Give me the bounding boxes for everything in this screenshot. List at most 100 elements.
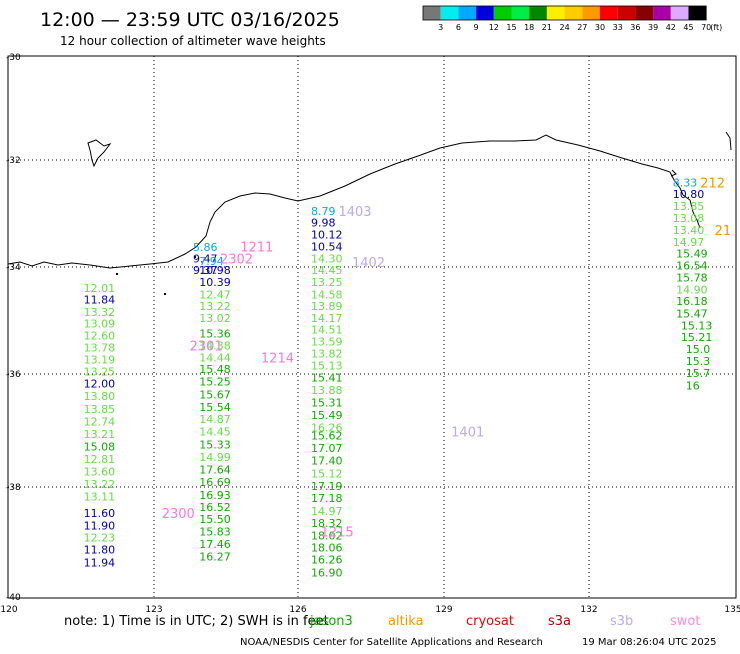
lon-label: 132 — [580, 605, 597, 615]
legend-swatch — [493, 6, 512, 20]
lat-label: -32 — [6, 156, 21, 166]
lon-label: 126 — [289, 605, 306, 615]
wave-height-label: 10.80 — [673, 188, 705, 201]
wave-height-label: 13.08 — [673, 212, 705, 225]
wave-height-label: 15.21 — [681, 331, 713, 344]
wave-height-label: 15.41 — [311, 371, 343, 384]
legend-swatch — [582, 6, 600, 20]
wave-height-label: 13.09 — [84, 318, 116, 331]
wave-height-label: 16.18 — [676, 295, 708, 308]
wave-height-label: 15.13 — [311, 359, 343, 372]
wave-height-label: 16.54 — [676, 259, 708, 272]
legend-label: 36 — [630, 23, 640, 32]
wave-height-label: 14.45 — [199, 426, 231, 439]
wave-height-label: 16.93 — [199, 489, 231, 502]
legend-label: (ft) — [710, 23, 722, 32]
wave-height-label: 9.98 — [311, 217, 336, 230]
legend-label: 3 — [438, 23, 443, 32]
wave-height-label: 8.79 — [311, 205, 336, 218]
wave-height-label: 13.82 — [311, 348, 343, 361]
wave-height-label: 9.47 — [193, 252, 218, 265]
wave-height-label: 12.00 — [84, 378, 116, 391]
wave-height-label: 15.12 — [311, 467, 343, 480]
pass-time-label: 1403 — [338, 205, 371, 220]
wave-height-label: 13.22 — [84, 478, 116, 491]
wave-height-label: 18.06 — [311, 541, 343, 554]
wave-height-label: 12.74 — [84, 415, 116, 428]
wave-height-label: 12.60 — [84, 329, 116, 342]
wave-height-label: 15.7 — [686, 367, 711, 380]
wave-height-label: 12.81 — [84, 453, 116, 466]
wave-height-label: 15.3 — [686, 355, 711, 368]
coastline — [7, 131, 732, 269]
lon-label: 123 — [145, 605, 162, 615]
wave-height-label: 13.59 — [311, 335, 343, 348]
wave-height-label: 14.51 — [311, 324, 343, 337]
wave-height-label: 15.33 — [199, 439, 231, 452]
wave-height-label: 14.99 — [199, 451, 231, 464]
mission-label: jason3 — [309, 614, 353, 629]
legend-swatch — [476, 6, 494, 20]
wave-height-label: 13.40 — [673, 224, 705, 237]
legend-label: 45 — [683, 23, 693, 32]
wave-height-label: 13.85 — [673, 200, 705, 213]
legend-swatch — [423, 6, 441, 20]
wave-height-label: 17.46 — [199, 538, 231, 551]
wave-height-label: 12.23 — [84, 532, 116, 545]
legend-label: 18 — [524, 23, 534, 32]
wave-height-label: 13.85 — [84, 403, 116, 416]
legend-label: 9 — [474, 23, 479, 32]
pass-time-label: 21 — [715, 224, 732, 239]
legend-swatch — [564, 6, 583, 20]
pass-time-label: 1214 — [261, 351, 294, 366]
wave-height-label: 15.31 — [311, 396, 343, 409]
wave-height-label: 18.02 — [311, 529, 343, 542]
wave-height-label: 14.30 — [311, 252, 343, 265]
legend-swatch — [458, 6, 477, 20]
wave-height-label: 14.44 — [199, 351, 231, 364]
wave-height-label: 15.49 — [676, 248, 708, 261]
map-subtitle: 12 hour collection of altimeter wave hei… — [60, 34, 326, 48]
wave-height-label: 15.50 — [199, 513, 231, 526]
wave-height-label: 10.54 — [311, 241, 343, 254]
lat-label: -40 — [6, 593, 21, 603]
wave-height-label: 17.18 — [311, 492, 343, 505]
legend-label: 70 — [701, 23, 711, 32]
legend-swatch — [653, 6, 671, 20]
legend-label: 42 — [666, 23, 676, 32]
map-gridlines — [8, 56, 736, 598]
wave-height-label: 13.80 — [84, 390, 116, 403]
wave-height-label: 10.98 — [199, 264, 231, 277]
wave-height-label: 13.32 — [84, 306, 116, 319]
wave-height-label: 15.54 — [199, 401, 231, 414]
pass-time-label: 1402 — [352, 256, 385, 271]
legend-label: 24 — [560, 23, 570, 32]
wave-height-label: 11.84 — [84, 294, 116, 307]
lat-label: -36 — [6, 370, 21, 380]
wave-height-label: 15.08 — [84, 440, 116, 453]
wave-height-label: 16.27 — [199, 550, 231, 563]
legend-swatch — [635, 6, 654, 20]
wave-height-label: 13.25 — [84, 365, 116, 378]
pass-time-label: 1211 — [240, 241, 273, 256]
color-legend: 3 6 9 12 15 18 21 24 27 30 33 36 39 42 45 70(ft) — [422, 5, 722, 32]
legend-label: 6 — [456, 23, 461, 32]
longitude-labels: 120 123 126 129 132 135 — [0, 605, 740, 615]
wave-height-label: 16.69 — [199, 476, 231, 489]
pass-time-label: 1401 — [451, 426, 484, 441]
island-markers — [116, 256, 196, 295]
map-frame — [7, 55, 737, 599]
wave-height-label: 14.90 — [676, 283, 708, 296]
lat-label: -30 — [6, 53, 21, 63]
mission-label: cryosat — [466, 614, 514, 629]
wave-height-label: 14.58 — [311, 288, 343, 301]
wave-height-label: 13.21 — [84, 428, 116, 441]
pass-time-label: 2300 — [162, 507, 195, 522]
legend-swatch — [546, 6, 565, 20]
wave-height-label: 16.90 — [311, 566, 343, 579]
wave-height-label: 14.97 — [673, 236, 705, 249]
wave-height-label: 10.12 — [311, 228, 343, 241]
